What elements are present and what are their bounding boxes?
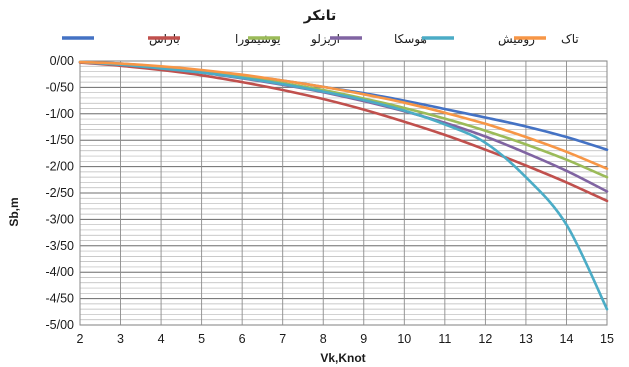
x-tick-label: 10 [397, 332, 411, 346]
legend: باراسیوشیمورااریزلوهوسکارومیشتاک [62, 32, 579, 47]
x-tick-label: 9 [360, 332, 367, 346]
y-tick-label: -4/50 [46, 292, 75, 306]
x-tick-label: 2 [77, 332, 84, 346]
y-tick-label: -3/00 [46, 212, 75, 226]
y-tick-label: -2/50 [46, 186, 75, 200]
legend-label: اریزلو [310, 32, 340, 47]
x-tick-label: 7 [279, 332, 286, 346]
y-tick-label: -1/50 [46, 133, 75, 147]
x-tick-label: 15 [600, 332, 614, 346]
x-axis: 2 3 4 5 6 7 8 9 10 11 12 13 14 15 [77, 332, 614, 346]
grid [79, 60, 608, 326]
y-tick-label: -5/00 [46, 318, 75, 332]
x-tick-label: 12 [478, 332, 492, 346]
y-tick-label: -1/00 [46, 107, 75, 121]
x-axis-label: Vk,Knot [320, 351, 365, 365]
x-tick-label: 11 [438, 332, 451, 346]
x-tick-label: 3 [117, 332, 124, 346]
x-tick-label: 4 [158, 332, 165, 346]
y-tick-label: -4/00 [46, 265, 75, 279]
series-line [78, 60, 609, 170]
y-tick-label: 0/00 [50, 54, 74, 68]
y-axis: 0/00 -0/50 -1/00 -1/50 -2/00 -2/50 -3/00 -3/50 -… [46, 54, 75, 332]
y-tick-label: -2/00 [46, 160, 75, 174]
legend-label: تاک [561, 32, 579, 46]
chart-title: تانکر [303, 8, 337, 24]
series-line [78, 60, 609, 311]
y-tick-label: -0/50 [46, 80, 75, 94]
x-tick-label: 8 [320, 332, 327, 346]
x-tick-label: 13 [519, 332, 533, 346]
series-lines [78, 60, 609, 311]
x-tick-label: 5 [198, 332, 205, 346]
legend-label: هوسکا [394, 32, 427, 47]
series-line [78, 61, 609, 203]
y-axis-label: Sb,m [7, 197, 21, 226]
x-tick-label: 14 [560, 332, 574, 346]
x-tick-label: 6 [239, 332, 246, 346]
y-tick-label: -3/50 [46, 239, 75, 253]
